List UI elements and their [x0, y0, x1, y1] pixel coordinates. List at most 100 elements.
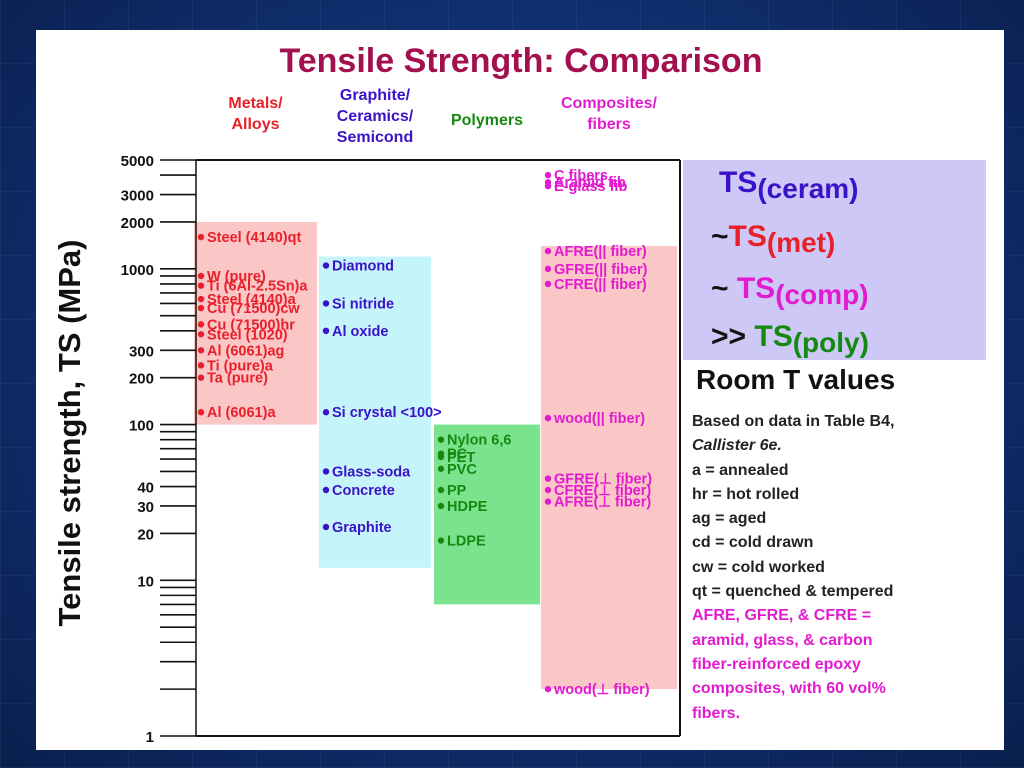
data-point	[197, 233, 205, 241]
tensile-chart: Tensile Strength: Comparison 1 10 20 30 40 10…	[52, 42, 762, 746]
data-point	[197, 331, 205, 338]
comparison-ts: TS	[719, 166, 758, 199]
data-point	[197, 272, 205, 280]
data-point	[322, 300, 330, 307]
data-point	[197, 321, 205, 328]
data-label: AFRE(|| fiber)	[554, 244, 647, 260]
data-point	[544, 486, 552, 494]
data-point	[437, 436, 445, 443]
data-point	[197, 304, 205, 312]
data-point	[437, 502, 445, 510]
data-point	[197, 295, 205, 303]
y-tick-label: 1	[146, 729, 154, 746]
data-label: PVC	[447, 462, 477, 478]
group-header: Alloys	[231, 116, 279, 133]
notes-abbrev-1: hr = hot rolled	[692, 485, 800, 503]
notes: Based on data in Table B4, Callister 6e.…	[692, 410, 992, 726]
group-header: Ceramics/	[337, 108, 414, 125]
group-band	[541, 246, 677, 690]
data-point	[322, 327, 330, 335]
comparison-line-ceram: TS(ceram)	[719, 166, 859, 204]
comparison-box: TS(ceram) ~TS(met) ~ TS(comp) >> TS(poly…	[683, 160, 986, 360]
data-point	[544, 171, 552, 179]
y-tick-label: 20	[137, 526, 154, 543]
y-tick-label: 1000	[121, 262, 154, 279]
y-tick-label: 2000	[121, 215, 154, 232]
data-label: Graphite	[332, 520, 392, 536]
data-point	[544, 265, 552, 273]
data-point	[197, 362, 205, 369]
data-label: AFRE(⊥ fiber)	[554, 495, 651, 511]
notes-fre-3: composites, with 60 vol%	[692, 680, 886, 698]
data-label: PC	[447, 447, 468, 463]
data-point	[322, 523, 330, 531]
comparison-line-met: ~TS(met)	[711, 220, 835, 258]
group-band	[319, 256, 431, 568]
comparison-ts: TS	[754, 320, 793, 353]
data-label: Cu (71500)hr	[207, 317, 295, 333]
y-tick-label: 100	[129, 418, 154, 435]
data-label: Al (6061)a	[207, 405, 276, 421]
data-point	[197, 409, 205, 416]
notes-fre-4: fibers.	[692, 704, 741, 722]
data-point	[437, 537, 445, 544]
data-label: PP	[447, 483, 467, 499]
data-label: Steel (4140)a	[207, 292, 297, 308]
data-label: LDPE	[447, 534, 486, 550]
data-label: Concrete	[332, 483, 395, 499]
room-t-title: Room T values	[696, 364, 896, 395]
data-label: Si crystal <100>	[332, 405, 442, 421]
data-point	[544, 414, 552, 422]
comparison-line-poly: >> TS(poly)	[711, 320, 869, 358]
y-tick-label: 30	[137, 499, 154, 516]
group-header: Semicond	[337, 129, 413, 146]
data-label: GFRE(⊥ fiber)	[554, 472, 652, 488]
y-tick-label: 10	[137, 573, 154, 590]
data-point	[544, 475, 552, 482]
data-point	[322, 262, 330, 269]
data-point	[322, 486, 330, 494]
comparison-sub: (met)	[766, 227, 836, 258]
data-point	[437, 465, 445, 472]
comparison-sub: (ceram)	[757, 173, 859, 204]
data-label: Aramid fib	[554, 175, 626, 191]
data-point	[322, 468, 330, 475]
slide: Tensile Strength: Comparison 1 10 20 30 40 10…	[36, 30, 1004, 750]
comparison-sub: (poly)	[792, 327, 869, 358]
data-point	[197, 282, 205, 289]
y-axis-label: Tensile strength, TS (MPa)	[52, 240, 87, 627]
comparison-line-comp: ~ TS(comp)	[711, 272, 869, 310]
comparison-prefix: ~	[711, 272, 737, 305]
data-label: Steel (1020)	[207, 327, 288, 343]
data-label: W (pure)	[207, 269, 266, 285]
data-label: Al (6061)ag	[207, 343, 284, 359]
data-label: Si nitride	[332, 296, 394, 312]
notes-abbrev-5: qt = quenched & tempered	[692, 583, 894, 601]
notes-abbrev-4: cw = cold worked	[692, 558, 825, 576]
notes-fre-0: AFRE, GFRE, & CFRE =	[692, 607, 872, 625]
data-point	[322, 409, 330, 416]
group-band	[434, 424, 540, 605]
data-label: Diamond	[332, 259, 394, 275]
data-label: Steel (4140)qt	[207, 230, 301, 246]
data-label: CFRE(⊥ fiber)	[554, 483, 651, 499]
notes-based: Based on data in Table B4,	[692, 413, 895, 430]
data-point	[544, 685, 552, 693]
data-label: Ti (pure)a	[207, 358, 274, 374]
data-point	[544, 182, 552, 190]
data-label: Glass-soda	[332, 464, 411, 480]
comparison-prefix: ~	[711, 220, 729, 253]
notes-abbrev-2: ag = aged	[692, 510, 767, 528]
group-header: Polymers	[451, 112, 523, 129]
data-label: HDPE	[447, 499, 488, 515]
group-header: Composites/	[561, 95, 658, 112]
notes-fre-2: fiber-reinforced epoxy	[692, 655, 861, 673]
y-tick-label: 40	[137, 480, 154, 497]
data-point	[437, 453, 445, 461]
data-label: Ti (6Al-2.5Sn)a	[207, 279, 308, 295]
y-tick-label: 5000	[121, 153, 154, 170]
y-tick-label: 300	[129, 343, 154, 360]
data-label: PET	[447, 450, 475, 466]
data-point	[437, 486, 445, 494]
data-point	[544, 280, 552, 288]
